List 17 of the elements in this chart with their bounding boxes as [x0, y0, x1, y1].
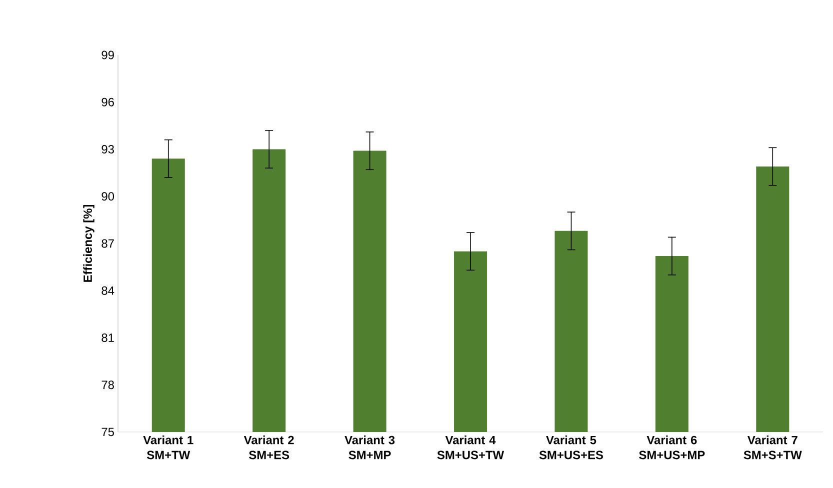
x-tick-label: Variant 7 SM+S+TW: [744, 436, 802, 460]
x-tick-label: Variant 1 SM+TW: [143, 436, 194, 460]
y-tick-label: 81: [102, 334, 114, 342]
y-tick-label: 75: [102, 428, 114, 436]
y-tick-label: 93: [102, 145, 114, 154]
y-tick-label: 99: [102, 50, 114, 60]
y-tick-label: 87: [102, 239, 114, 248]
y-tick-label: 78: [102, 380, 114, 390]
x-tick-label: Variant 6 SM+US+MP: [639, 436, 705, 460]
y-tick-label: 96: [102, 98, 114, 106]
y-tick-label: 84: [102, 286, 114, 295]
x-tick-label: Variant 2 SM+ES: [244, 436, 294, 460]
x-tick-label: Variant 5 SM+US+ES: [539, 436, 603, 460]
x-tick-label: Variant 3 SM+MP: [344, 436, 395, 460]
y-axis-title: Efficiency [%]: [83, 204, 94, 282]
x-tick-label: Variant 4 SM+US+TW: [437, 436, 504, 460]
y-tick-label: 90: [102, 192, 114, 201]
